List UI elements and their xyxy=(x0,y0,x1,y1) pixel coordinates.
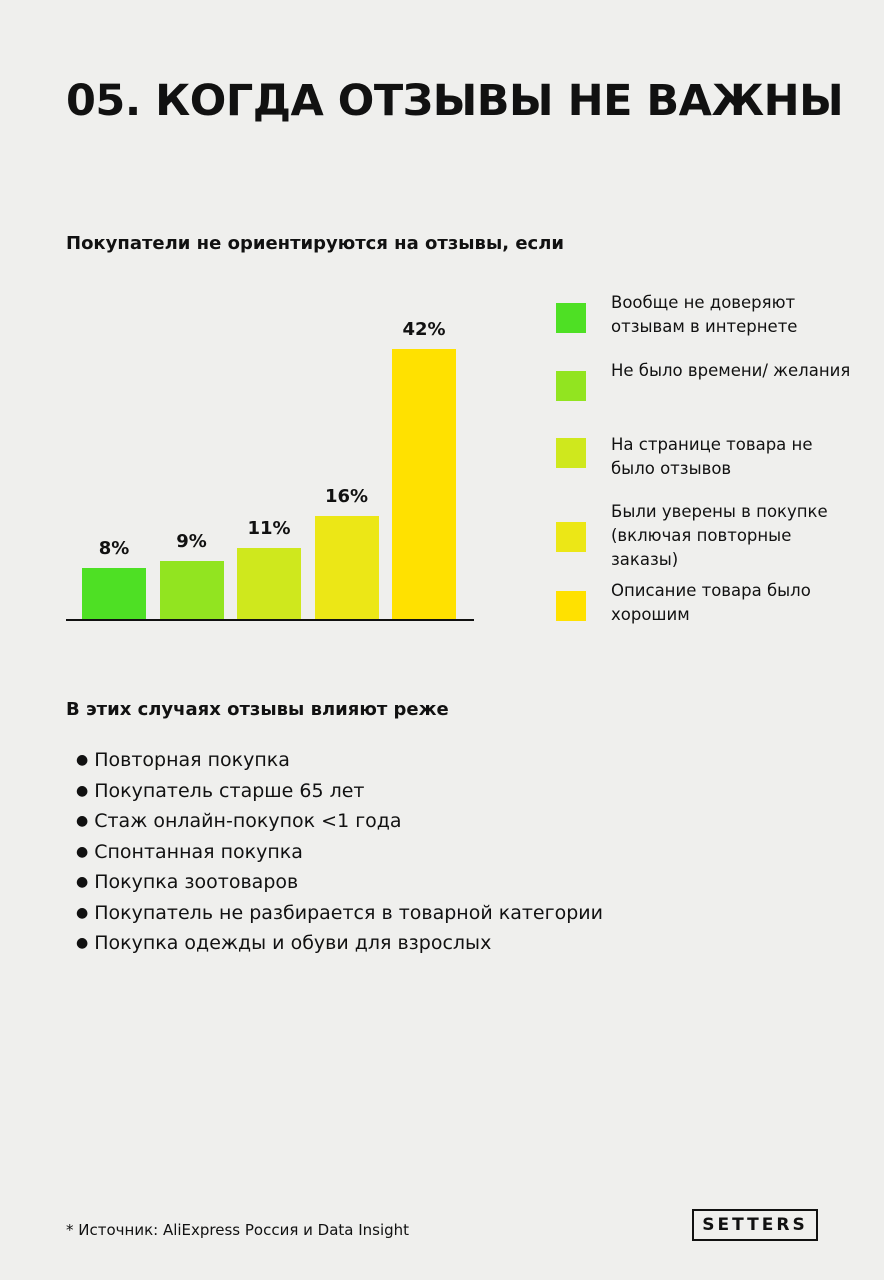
value-label: 8% xyxy=(98,537,130,559)
value-label: 11% xyxy=(247,518,291,540)
bar xyxy=(392,349,456,619)
legend-label: Не было времени/ желания xyxy=(611,361,851,380)
legend-swatch xyxy=(556,591,586,621)
list-item: Спонтанная покупка xyxy=(76,841,303,863)
list-item: Покупка одежды и обуви для взрослых xyxy=(76,932,491,954)
legend-label: Вообще не доверяют отзывам в интернете xyxy=(611,293,798,336)
bar xyxy=(159,561,224,619)
legend-swatch xyxy=(556,303,586,333)
legend-swatch xyxy=(556,371,586,401)
logo: SETTERS xyxy=(692,1209,818,1241)
value-label: 9% xyxy=(176,531,207,553)
list-item: Покупатель не разбирается в товарной кат… xyxy=(76,902,603,924)
legend-swatch xyxy=(556,438,586,468)
value-label: 42% xyxy=(402,319,446,340)
value-label: 16% xyxy=(324,486,369,508)
baseline xyxy=(66,619,474,621)
bar xyxy=(82,567,146,619)
legend-label: Описание товара было хорошим xyxy=(611,581,811,624)
list-item: Повторная покупка xyxy=(76,749,290,771)
list-item: Покупатель старше 65 лет xyxy=(76,780,364,802)
chart-title: Покупатели не ориентируются на отзывы, е… xyxy=(66,233,565,254)
list-title: В этих случаях отзывы влияют реже xyxy=(66,699,449,720)
bar xyxy=(237,548,301,619)
legend-label: Были уверены в покупке (включая повторны… xyxy=(611,502,828,569)
legend-swatch xyxy=(556,522,586,552)
list-item: Покупка зоотоваров xyxy=(76,871,298,893)
bar xyxy=(314,516,379,619)
legend-label: На странице товара не было отзывов xyxy=(611,435,813,478)
list-item: Стаж онлайн-покупок <1 года xyxy=(76,810,401,832)
page-title: 05. КОГДА ОТЗЫВЫ НЕ ВАЖНЫ xyxy=(66,76,844,126)
source: * Источник: AliExpress Россия и Data Ins… xyxy=(66,1221,410,1239)
